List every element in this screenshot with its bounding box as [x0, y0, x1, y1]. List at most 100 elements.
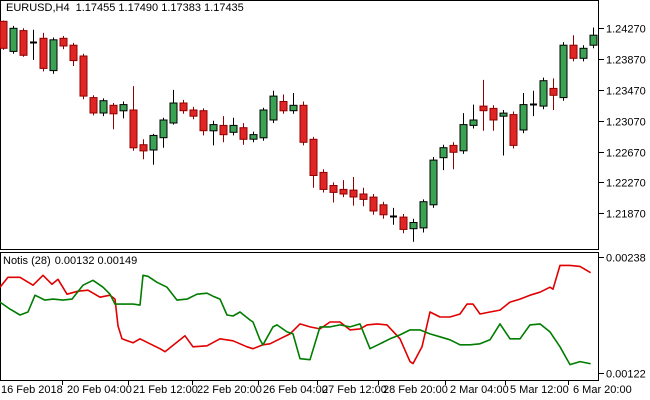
candle-body: [59, 37, 68, 47]
time-tick-label: 21 Feb 12:00: [133, 384, 198, 396]
price-tick-label: 1.23870: [606, 55, 646, 67]
candle-down: [179, 99, 188, 114]
candle-up: [459, 113, 468, 154]
candle-body: [309, 138, 318, 177]
price-tick-label: 1.23470: [606, 86, 646, 98]
candle-down: [319, 169, 328, 193]
candle-body: [489, 107, 498, 121]
time-axis: 16 Feb 2018 20 Feb 04:00 21 Feb 12:00 22 Fe…: [1, 380, 632, 396]
candle-up: [579, 45, 588, 62]
candle-up: [499, 110, 508, 156]
candle-down: [69, 42, 78, 66]
candle-down: [379, 201, 388, 219]
candle-doji: [530, 90, 537, 117]
candle-body: [579, 47, 588, 59]
candle-down: [449, 142, 458, 170]
candle-body: [249, 134, 258, 140]
candle-up: [119, 101, 128, 119]
candle-down: [0, 20, 8, 50]
candle-down: [359, 187, 368, 207]
candle-up: [439, 144, 448, 171]
candle-body: [109, 104, 118, 115]
time-tick-label: 26 Feb 04:00: [263, 384, 328, 396]
candle-body: [439, 147, 448, 159]
candle-up: [419, 199, 428, 233]
candle-up: [559, 42, 568, 101]
candle-body: [459, 124, 468, 152]
candle-down: [39, 32, 48, 72]
candle-body: [519, 104, 528, 131]
time-tick-label: 16 Feb 2018: [1, 384, 63, 396]
time-tick-label: 2 Mar 04:00: [450, 384, 509, 396]
candle-up: [589, 27, 598, 49]
candle-down: [199, 108, 208, 136]
candle-body: [469, 119, 478, 126]
indicator-values-label: 0.00132 0.00149: [54, 255, 138, 267]
candle-down: [309, 136, 318, 188]
time-tick-label: 27 Feb 12:00: [322, 384, 387, 396]
candle-body: [559, 44, 568, 99]
candle-body: [119, 104, 128, 112]
candle-body: [239, 127, 248, 140]
candle-body: [589, 34, 598, 46]
notis-green-line: [0, 274, 591, 366]
candle-body: [449, 144, 458, 153]
candle-up: [259, 107, 268, 141]
candle-body: [69, 44, 78, 62]
candle-body: [189, 109, 198, 117]
candle-body: [169, 102, 178, 124]
candle-up: [289, 93, 298, 114]
candle-body: [149, 134, 158, 151]
indicator-tick-label: 0.00238: [606, 253, 646, 265]
candle-body: [159, 119, 168, 139]
price-panel-header: EURUSD,H4 1.17455 1.17490 1.17383 1.17435: [6, 2, 244, 14]
symbol-period-label: EURUSD,H4: [6, 2, 70, 14]
candle-body: [9, 27, 18, 52]
candle-down: [479, 79, 488, 131]
candle-body: [509, 114, 518, 146]
candle-down: [349, 177, 358, 206]
candle-down: [299, 101, 308, 146]
candle-body: [269, 95, 278, 121]
candle-body: [39, 37, 48, 69]
candle-up: [469, 104, 478, 129]
candle-body: [99, 100, 108, 114]
price-tick-label: 1.21870: [606, 209, 646, 221]
indicator-panel[interactable]: [0, 252, 599, 381]
candle-up: [269, 90, 278, 124]
candle-body: [89, 97, 98, 114]
candle-down: [569, 35, 578, 62]
candle-body: [199, 110, 208, 132]
candle-up: [9, 25, 18, 54]
time-tick-label: 28 Feb 20:00: [383, 384, 448, 396]
candle-down: [59, 36, 68, 50]
candle-body: [129, 109, 138, 149]
candle-up: [99, 98, 108, 117]
candle-doji: [30, 29, 37, 60]
candle-body: [329, 185, 338, 193]
price-tick-label: 1.24270: [606, 24, 646, 36]
indicator-lines: [0, 264, 591, 366]
time-tick-label: 22 Feb 20:00: [197, 384, 262, 396]
candle-body: [499, 112, 508, 117]
price-tick-label: 1.23070: [606, 117, 646, 129]
candle-body: [409, 222, 418, 230]
candle-body: [399, 216, 408, 230]
price-tick-label: 1.22670: [606, 148, 646, 160]
candle-down: [489, 105, 498, 131]
candle-down: [139, 139, 148, 160]
candle-body: [219, 124, 228, 136]
candle-up: [149, 133, 158, 165]
candle-down: [189, 106, 198, 120]
candle-up: [249, 131, 258, 143]
candle-down: [79, 53, 88, 100]
indicator-panel-header: Notis (28) 0.00132 0.00149: [3, 255, 137, 267]
candle-body: [0, 20, 8, 49]
candle-down: [19, 28, 28, 57]
candle-body: [379, 204, 388, 216]
candle-body: [279, 101, 288, 112]
indicator-axis: 0.00238 0.00122: [598, 253, 646, 381]
candle-body: [429, 159, 438, 206]
